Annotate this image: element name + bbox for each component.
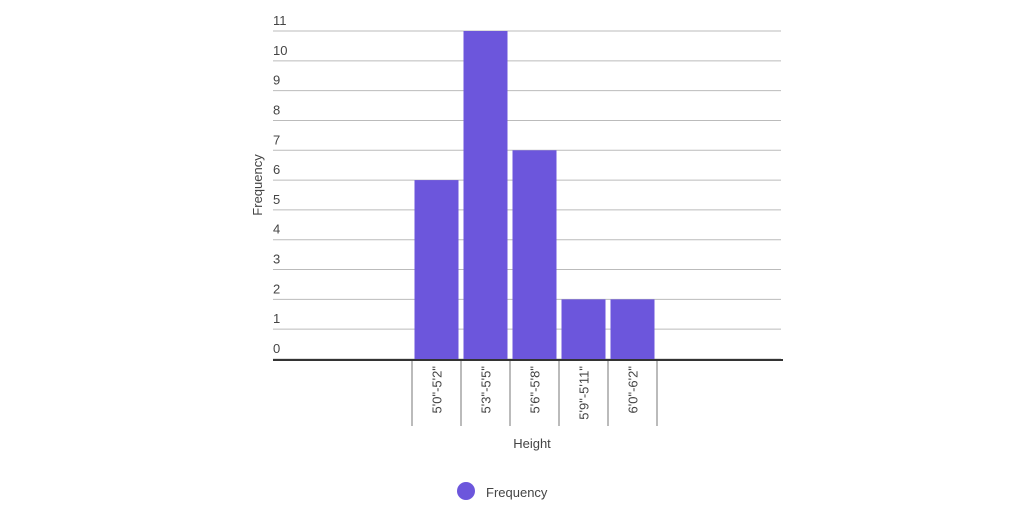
y-tick-label: 0 bbox=[273, 341, 280, 356]
bar bbox=[414, 180, 459, 359]
bar bbox=[463, 31, 508, 359]
y-tick-label: 3 bbox=[273, 252, 280, 267]
x-tick-label: 5'0"-5'2" bbox=[430, 366, 445, 414]
legend-marker bbox=[457, 482, 475, 500]
y-tick-label: 2 bbox=[273, 281, 280, 296]
y-tick-label: 10 bbox=[273, 43, 287, 58]
y-tick-label: 5 bbox=[273, 192, 280, 207]
x-tick-label: 6'0"-6'2" bbox=[626, 366, 641, 414]
legend-label: Frequency bbox=[486, 485, 548, 500]
bar bbox=[512, 150, 557, 359]
x-tick-label: 5'3"-5'5" bbox=[479, 366, 494, 414]
y-tick-label: 6 bbox=[273, 162, 280, 177]
bar bbox=[561, 299, 606, 359]
y-tick-label: 1 bbox=[273, 311, 280, 326]
x-tick-label: 5'9"-5'11" bbox=[577, 366, 592, 420]
y-axis-label: Frequency bbox=[250, 154, 265, 216]
bar bbox=[610, 299, 655, 359]
x-tick-label: 5'6"-5'8" bbox=[528, 366, 543, 414]
x-axis-label: Height bbox=[513, 436, 551, 451]
y-tick-label: 4 bbox=[273, 222, 280, 237]
y-tick-label: 7 bbox=[273, 132, 280, 147]
y-tick-label: 11 bbox=[273, 13, 287, 28]
y-tick-label: 9 bbox=[273, 73, 280, 88]
y-tick-label: 8 bbox=[273, 102, 280, 117]
